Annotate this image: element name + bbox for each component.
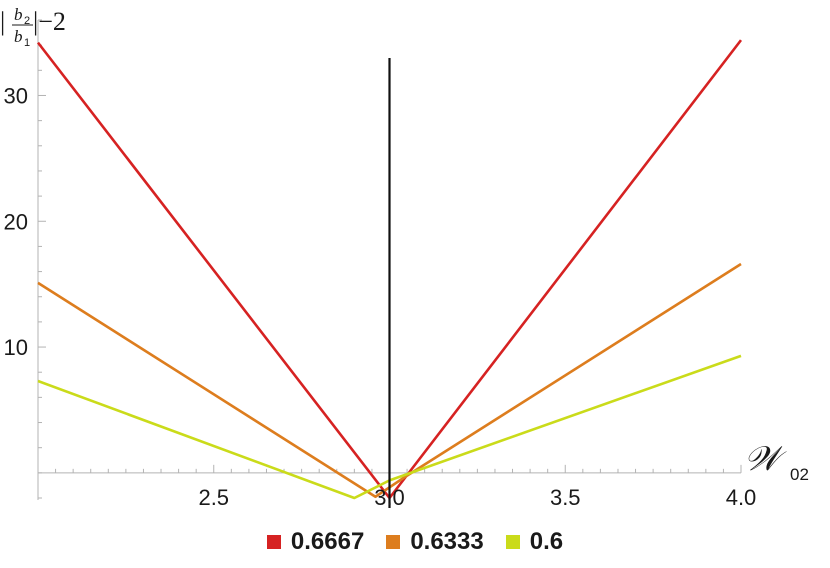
x-tick-label: 4.0	[726, 485, 757, 510]
legend: 0.6667 0.6333 0.6	[0, 528, 830, 556]
legend-item: 0.6	[505, 528, 564, 556]
legend-swatch	[505, 535, 520, 549]
x-tick-label: 2.5	[198, 485, 229, 510]
y-axis-bar-left: |	[0, 7, 5, 36]
y-tick-label: 30	[4, 83, 28, 108]
legend-item: 0.6333	[386, 528, 484, 556]
x-tick-label: 3.5	[550, 485, 581, 510]
series-line-0.6	[37, 354, 742, 500]
legend-label: 0.6333	[410, 528, 484, 555]
x-axis-title: 𝒲	[744, 441, 787, 478]
y-tick-label: 20	[4, 209, 28, 234]
axis-titles: | b 2 b 1 |−2 𝒲 02	[0, 5, 809, 484]
y-axis-numerator: b	[14, 5, 23, 24]
x-tick-label: 3.0	[374, 485, 405, 510]
y-axis-denominator: b	[14, 27, 23, 46]
chart: 2.5 3.0 3.5 4.0 10 20 30 | b 2 b 1 |−2 𝒲 02	[0, 5, 809, 510]
x-axis-title-sub: 02	[790, 465, 809, 484]
y-axis-numerator-sub: 2	[24, 15, 30, 27]
y-axis-suffix: |−2	[33, 7, 66, 36]
tick-labels: 2.5 3.0 3.5 4.0 10 20 30	[4, 83, 757, 509]
legend-label: 0.6	[529, 528, 564, 555]
legend-label: 0.6667	[290, 528, 365, 555]
y-axis-denominator-sub: 1	[24, 37, 30, 49]
y-tick-label: 10	[4, 335, 28, 360]
legend-swatch	[266, 535, 281, 549]
legend-item: 0.6667	[266, 528, 365, 556]
legend-swatch	[386, 535, 401, 549]
